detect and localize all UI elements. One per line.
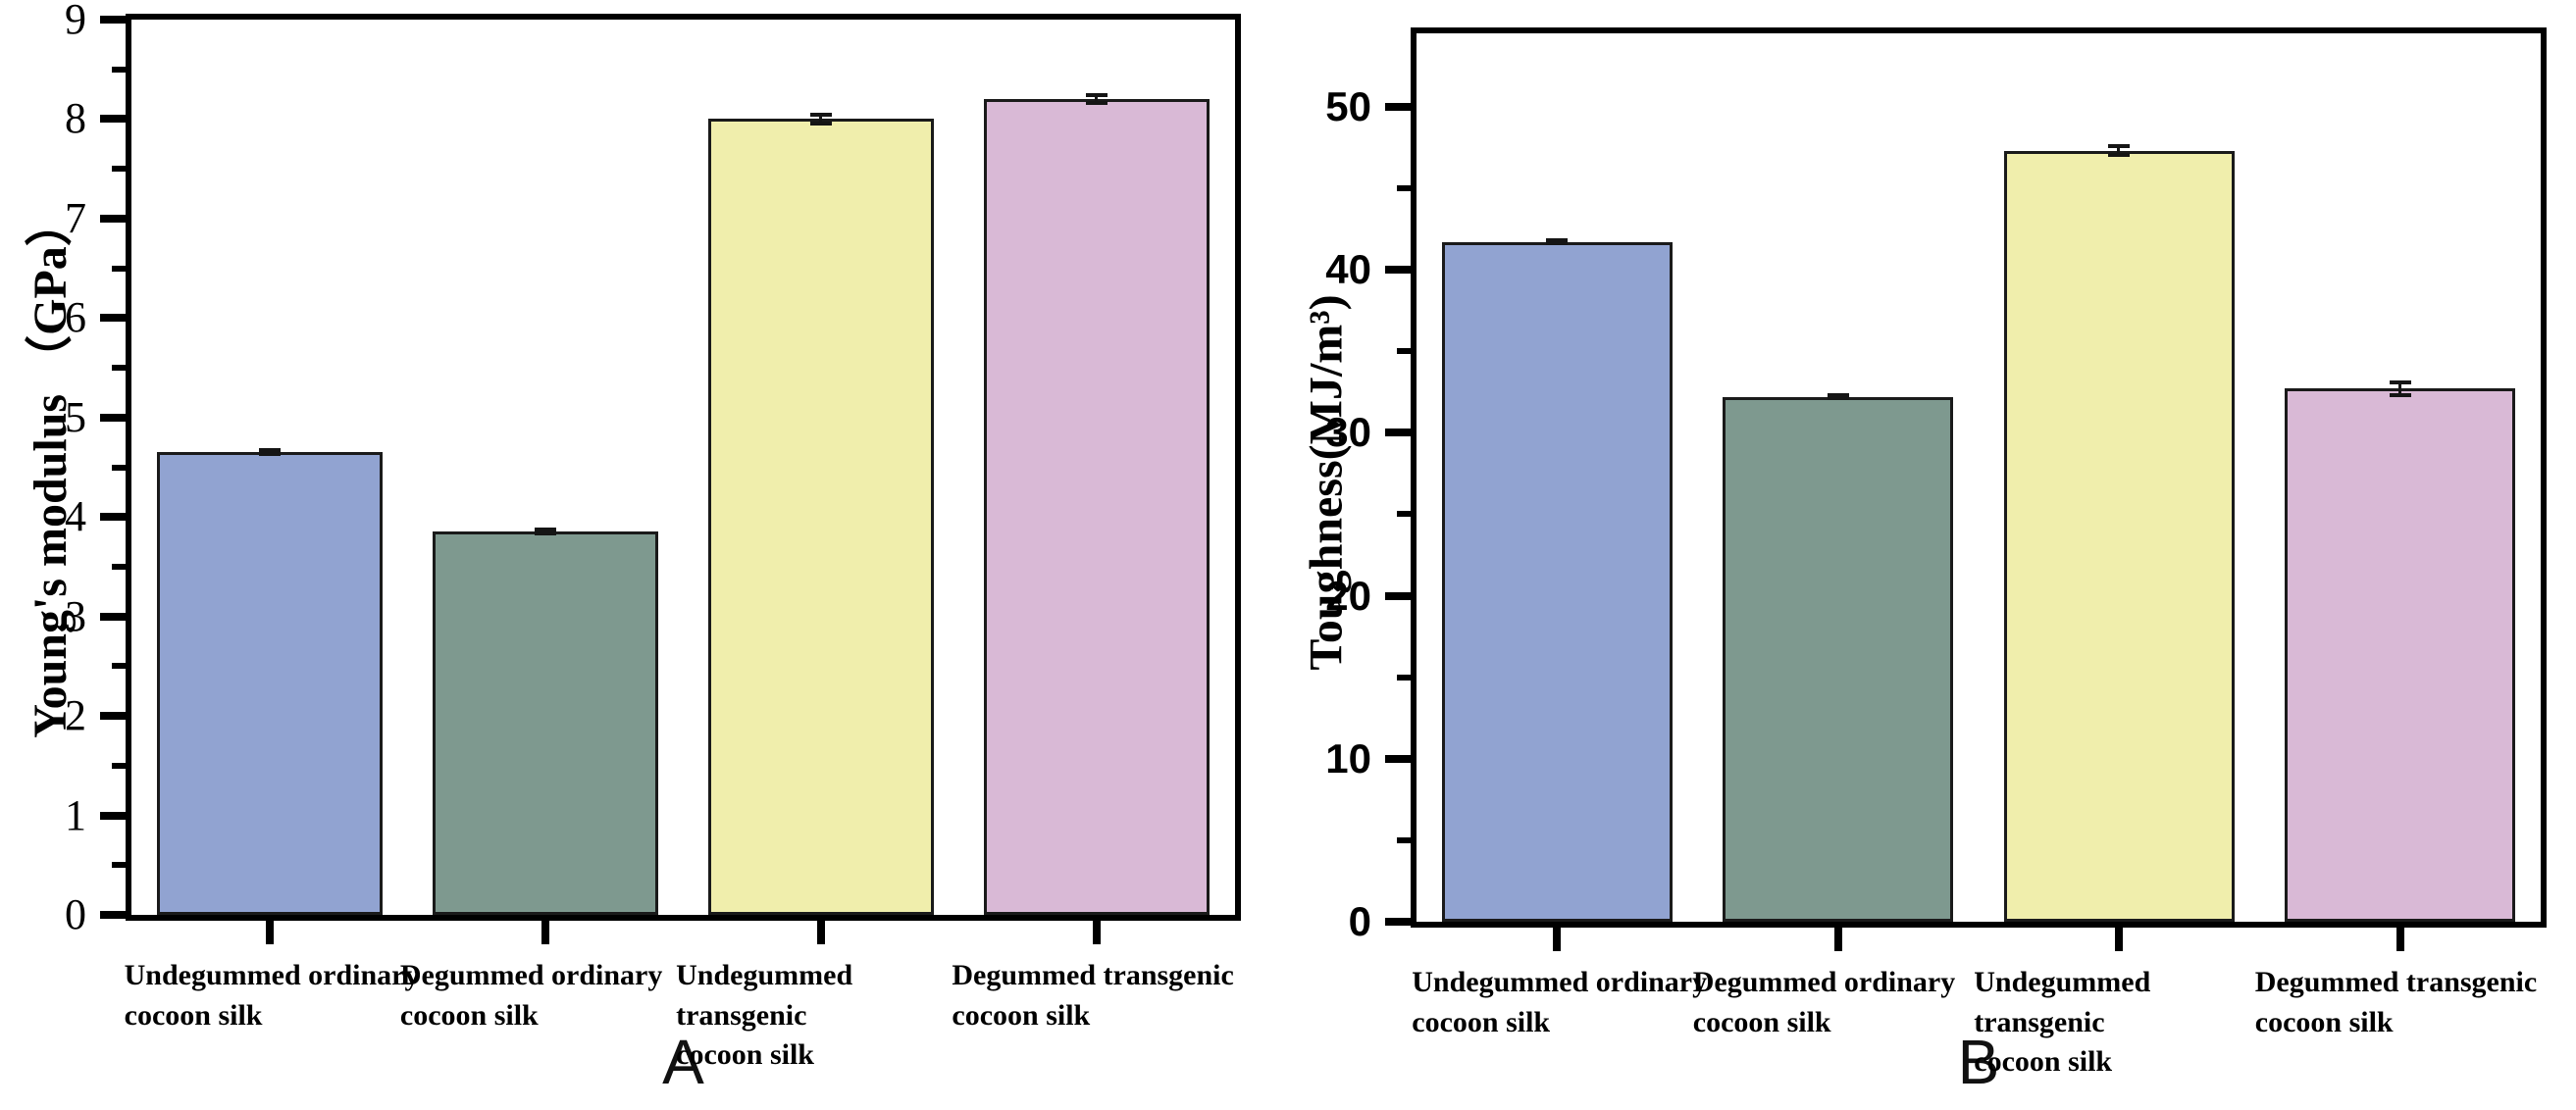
error-bar-cap: [258, 452, 281, 457]
x-axis-tick: [2396, 928, 2404, 951]
bar-3: [708, 119, 935, 915]
y-axis-major-tick: [100, 16, 126, 24]
y-axis-minor-tick: [1397, 184, 1411, 191]
y-axis-minor-tick: [1397, 511, 1411, 518]
error-bar-cap: [1827, 396, 1849, 401]
x-category-label: Undegummed transgenic cocoon silk: [1974, 966, 2151, 1078]
x-category-label: Undegummed transgenic cocoon silk: [676, 959, 853, 1071]
y-axis-major-tick: [100, 214, 126, 223]
error-bar: [258, 448, 281, 457]
y-axis-major-tick: [1385, 266, 1411, 275]
y-axis-tick-label: 20: [1325, 572, 1371, 619]
y-axis-minor-tick: [112, 663, 126, 670]
y-axis-minor-tick: [112, 563, 126, 570]
y-axis-major-tick: [100, 413, 126, 422]
panel-letter-a: A: [662, 1027, 704, 1097]
x-axis-tick: [265, 921, 274, 944]
x-axis-tick: [541, 921, 549, 944]
y-axis-major-tick: [100, 712, 126, 721]
error-bar-cap: [2389, 392, 2411, 397]
error-bar-stem: [542, 528, 546, 536]
error-bar: [1546, 238, 1569, 246]
x-category-label: Degummed ordinary cocoon silk: [1692, 966, 1956, 1038]
error-bar: [1827, 393, 1849, 401]
error-bar: [2108, 144, 2131, 158]
y-axis-major-tick: [1385, 591, 1411, 600]
error-bar-cap: [1546, 241, 1569, 246]
y-axis-tick-label: 0: [1348, 898, 1371, 944]
y-axis-tick-label: 10: [1325, 734, 1371, 782]
panel-letter-b: B: [1957, 1027, 2000, 1097]
error-bar-stem: [819, 113, 823, 126]
bar-2: [1723, 396, 1954, 922]
x-axis-tick: [817, 921, 826, 944]
y-axis-tick-label: 50: [1325, 82, 1371, 129]
x-category-label: Undegummed ordinary cocoon silk: [1412, 966, 1708, 1038]
x-category-label: Undegummed ordinary cocoon silk: [124, 959, 420, 1032]
y-axis-minor-tick: [112, 66, 126, 73]
error-bar-cap: [2108, 153, 2131, 158]
error-bar: [810, 113, 833, 126]
y-axis-tick-label: 7: [65, 193, 86, 242]
y-axis-major-tick: [1385, 918, 1411, 926]
x-category-label: Degummed transgenic cocoon silk: [2254, 966, 2538, 1038]
y-axis-minor-tick: [112, 862, 126, 869]
y-axis-tick-label: 40: [1325, 246, 1371, 293]
y-axis-tick-label: 4: [65, 492, 86, 541]
y-axis-tick-label: 30: [1325, 409, 1371, 456]
y-axis-major-tick: [100, 911, 126, 919]
y-axis-major-tick: [1385, 429, 1411, 437]
error-bar-stem: [2397, 380, 2401, 397]
y-axis-tick-label: 3: [65, 591, 86, 640]
y-axis-major-tick: [1385, 754, 1411, 763]
error-bar-stem: [1095, 93, 1099, 106]
y-axis-tick-label: 6: [65, 293, 86, 342]
x-axis-tick: [1093, 921, 1102, 944]
y-axis-major-tick: [100, 314, 126, 323]
y-axis-minor-tick: [1397, 674, 1411, 681]
y-axis-minor-tick: [112, 762, 126, 769]
y-axis-minor-tick: [1397, 836, 1411, 843]
error-bar-stem: [2117, 144, 2121, 158]
x-axis-tick: [2115, 928, 2124, 951]
y-axis-minor-tick: [112, 365, 126, 372]
error-bar-cap: [810, 121, 833, 126]
error-bar-cap: [534, 531, 556, 536]
y-axis-tick-label: 9: [65, 0, 86, 43]
y-axis-major-tick: [100, 513, 126, 522]
bar-2: [432, 531, 658, 915]
error-bar: [1086, 93, 1108, 106]
x-axis-tick: [1553, 928, 1562, 951]
y-axis-tick-label: 1: [65, 790, 86, 839]
error-bar-cap: [1086, 101, 1108, 106]
x-category-label: Degummed ordinary cocoon silk: [399, 959, 663, 1032]
y-axis-tick-label: 2: [65, 691, 86, 740]
y-axis-major-tick: [100, 811, 126, 820]
bar-4: [2285, 388, 2516, 922]
error-bar: [534, 528, 556, 536]
bar-1: [1441, 241, 1673, 922]
bar-4: [984, 99, 1211, 915]
y-axis-major-tick: [100, 115, 126, 124]
bar-3: [2003, 150, 2235, 922]
y-axis-minor-tick: [112, 265, 126, 272]
x-category-label: Degummed transgenic cocoon silk: [952, 959, 1234, 1032]
y-axis-major-tick: [100, 612, 126, 621]
y-axis-tick-label: 0: [65, 890, 86, 938]
y-axis-major-tick: [1385, 102, 1411, 111]
x-axis-tick: [1833, 928, 1842, 951]
y-axis-tick-label: 5: [65, 392, 86, 441]
y-axis-minor-tick: [112, 464, 126, 471]
error-bar: [2389, 380, 2411, 397]
y-axis-tick-label: 8: [65, 94, 86, 143]
y-axis-minor-tick: [1397, 348, 1411, 355]
error-bar-stem: [267, 448, 271, 457]
y-axis-minor-tick: [112, 166, 126, 173]
